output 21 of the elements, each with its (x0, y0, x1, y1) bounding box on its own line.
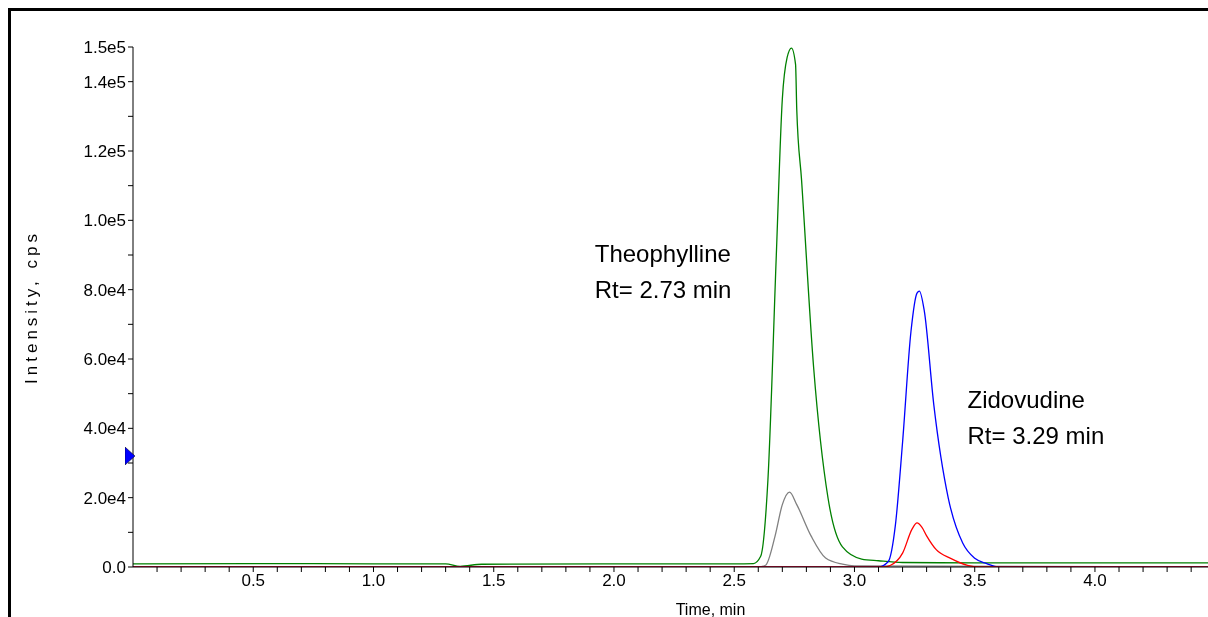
x-tick-label: 1.5 (481, 571, 506, 591)
y-axis-title: Intensity, cps (22, 230, 42, 384)
x-tick-label: 3.5 (962, 571, 987, 591)
y-tick-label: 4.0e4 (83, 419, 126, 439)
x-tick-label: 2.5 (722, 571, 747, 591)
y-tick-label: 1.0e5 (83, 211, 126, 231)
y-tick-label: 8.0e4 (83, 280, 126, 300)
x-tick-label: 2.0 (602, 571, 626, 591)
x-axis-title: Time, min (675, 601, 746, 617)
y-tick-label: 0.0 (102, 558, 126, 578)
x-tick-label: 1.0 (361, 571, 386, 591)
annotation: Zidovudine Rt= 3.29 min (967, 385, 1105, 449)
y-tick-label: 1.5e5 (83, 38, 126, 58)
y-tick-label: 1.2e5 (83, 142, 126, 162)
y-tick-label: 1.4e5 (83, 72, 126, 92)
annotation: Theophylline Rt= 2.73 min (594, 239, 732, 303)
x-tick-label: 0.5 (241, 571, 266, 591)
x-tick-label: 4.0 (1083, 571, 1107, 591)
x-tick-label: 3.0 (842, 571, 867, 591)
y-tick-label: 2.0e4 (83, 488, 126, 508)
y-tick-label: 6.0e4 (83, 350, 126, 370)
